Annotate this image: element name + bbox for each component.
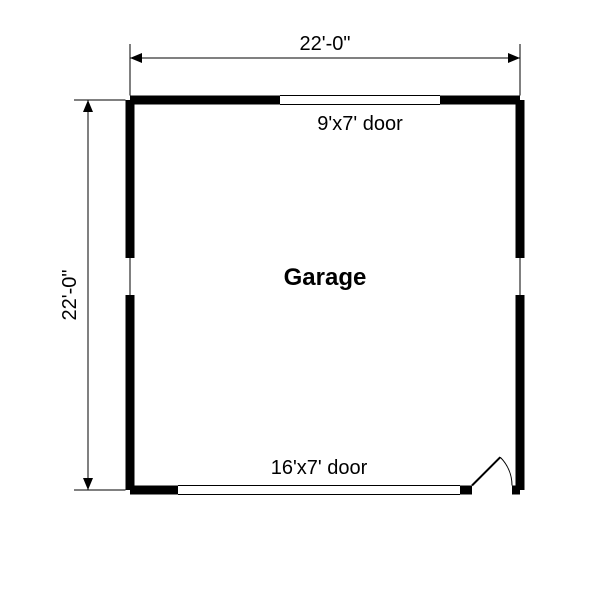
dim-top-arrow-right — [508, 53, 520, 63]
dim-top-arrow-left — [130, 53, 142, 63]
dim-left-arrow-bot — [83, 478, 93, 490]
dim-width-label: 22'-0" — [300, 33, 351, 55]
entry-door-arc — [500, 457, 512, 485]
dim-left-arrow-top — [83, 100, 93, 112]
bottom-door-label: 16'x7' door — [271, 457, 368, 479]
dim-height-label: 22'-0" — [59, 270, 81, 321]
entry-door-leaf — [472, 457, 500, 485]
top-door-label: 9'x7' door — [317, 113, 403, 135]
room-label: Garage — [284, 264, 367, 291]
garage-floor-plan: 22'-0" 22'-0" Garage 9'x7' door 16'x7' door — [0, 0, 600, 600]
